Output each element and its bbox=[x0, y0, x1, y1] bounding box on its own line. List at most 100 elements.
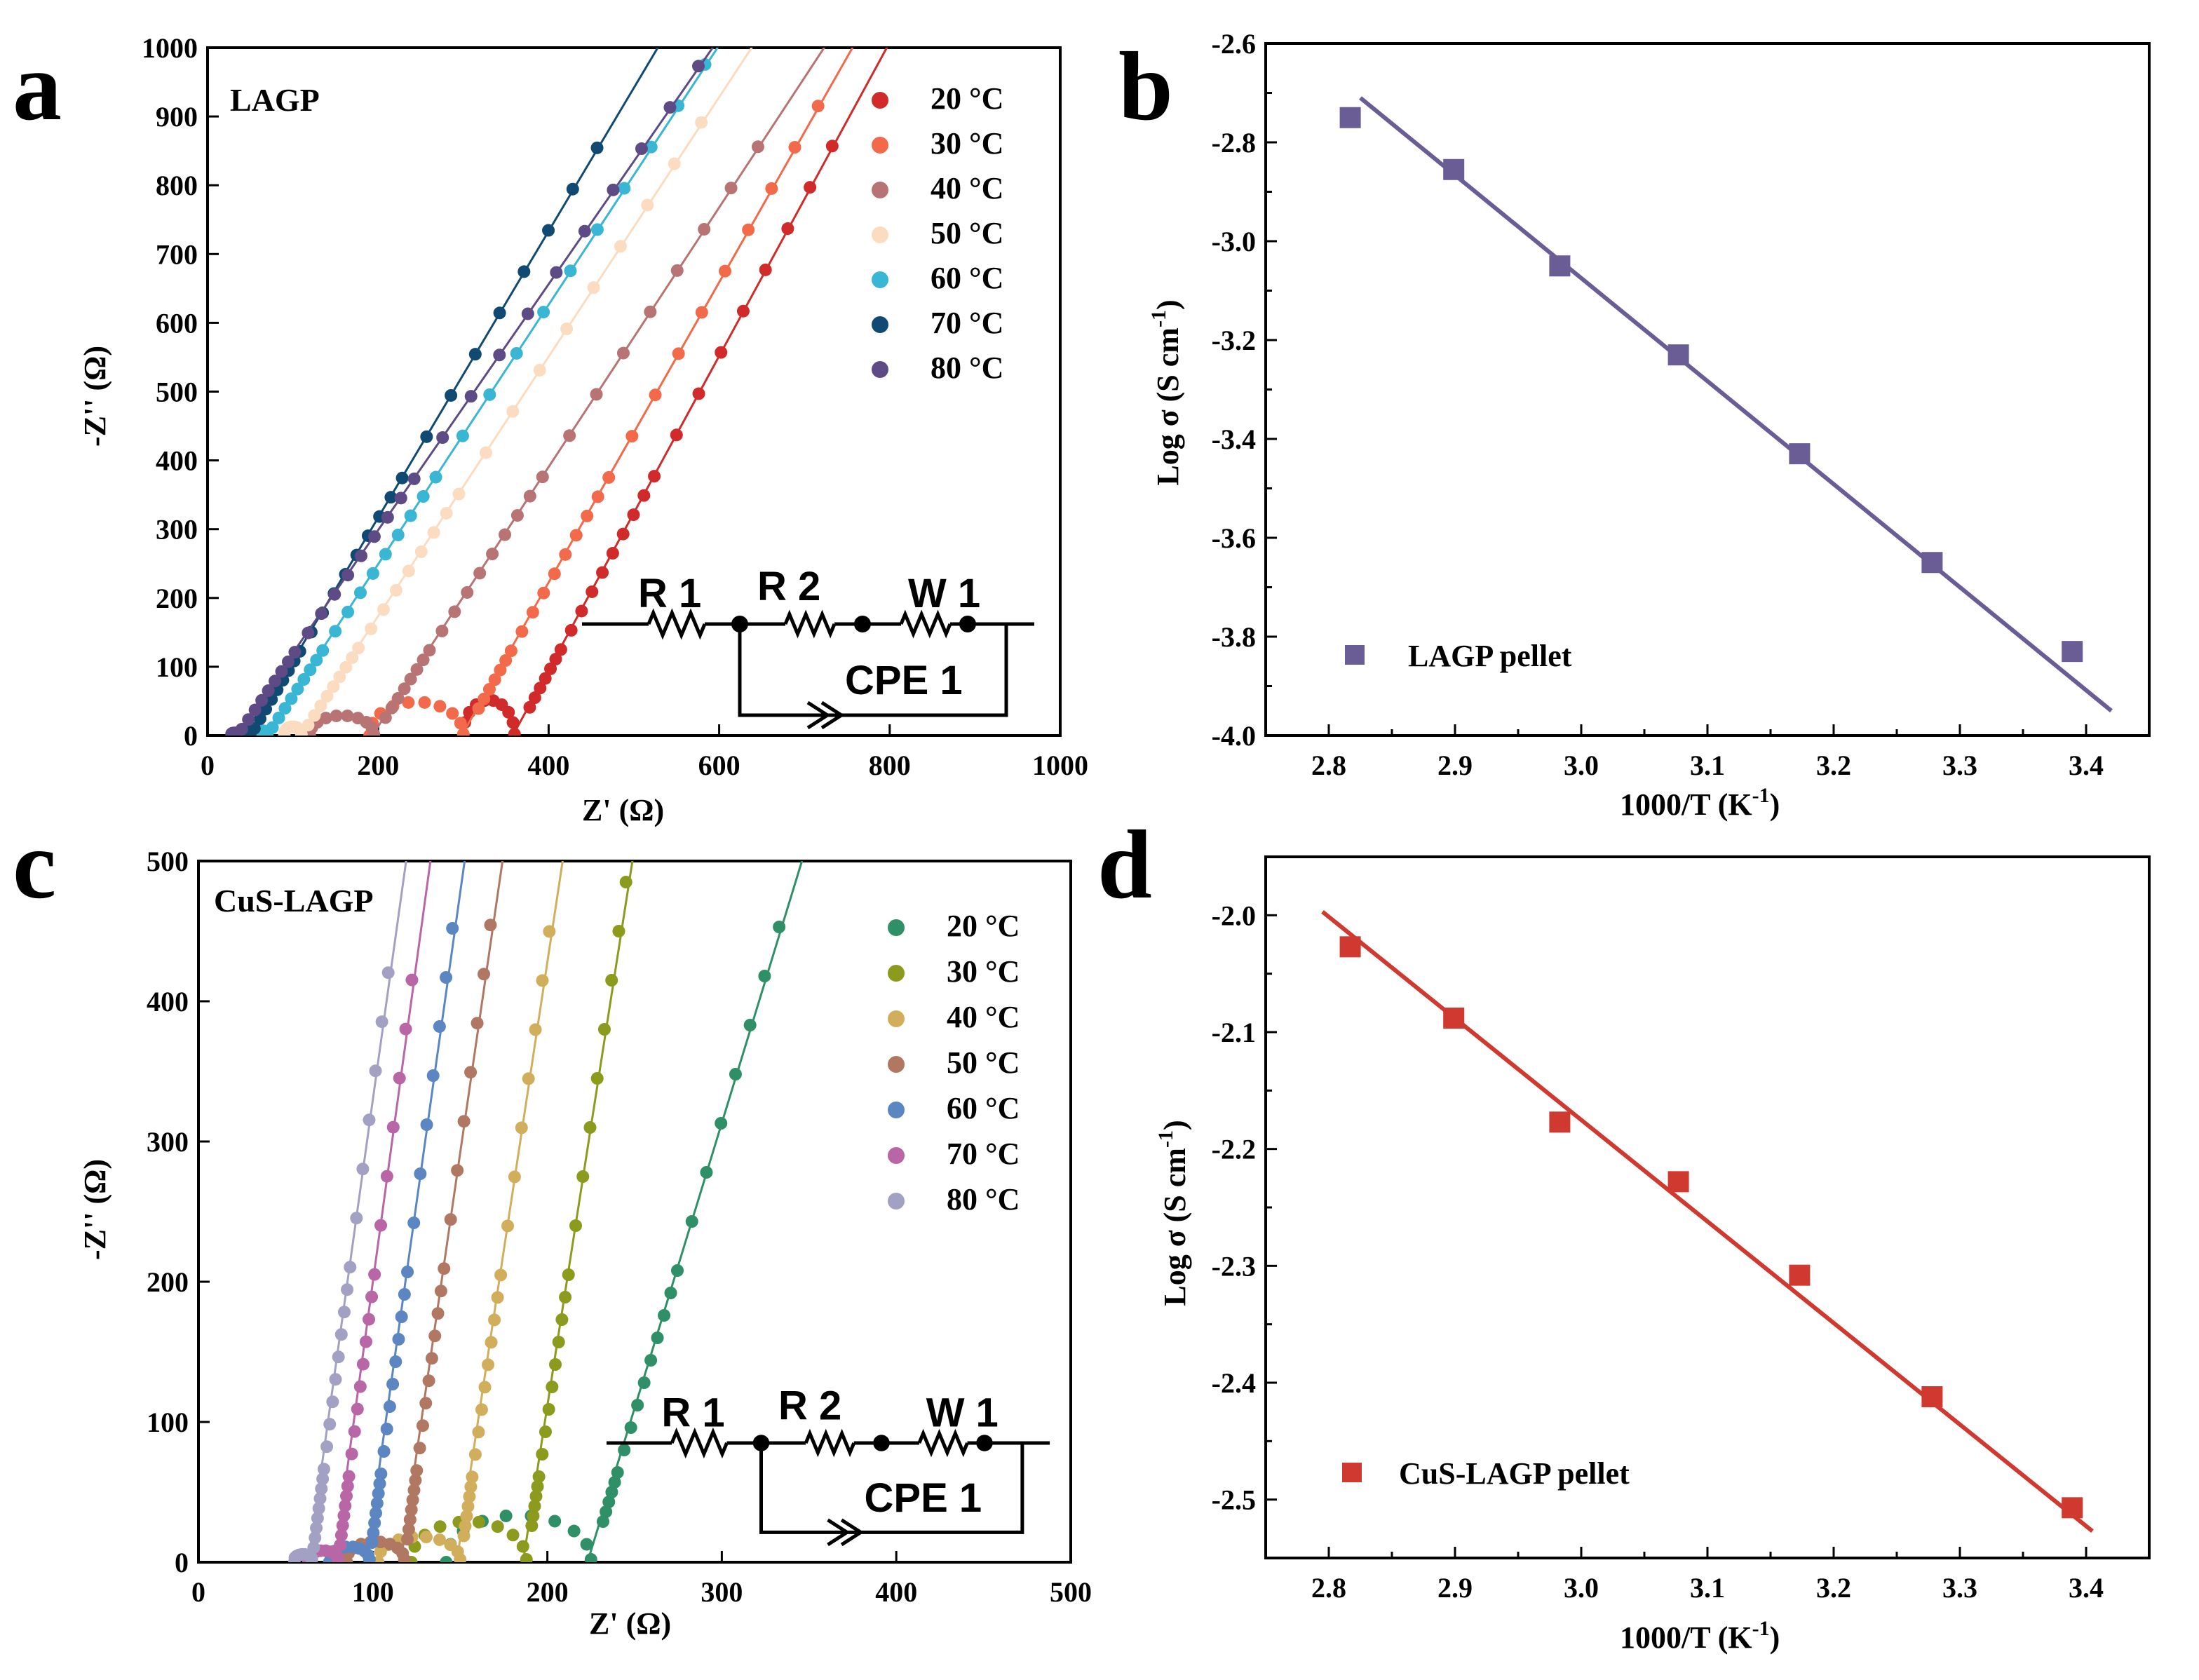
data-point bbox=[448, 605, 461, 618]
data-point bbox=[242, 713, 255, 726]
data-point bbox=[584, 1553, 597, 1562]
data-point bbox=[491, 1291, 504, 1304]
data-point bbox=[527, 1510, 540, 1522]
panel-b-x-label-end: ) bbox=[1770, 787, 1780, 822]
data-point bbox=[499, 1509, 513, 1522]
panel-d-x-label: 1000/T (K-1) bbox=[1620, 1617, 1780, 1655]
data-point bbox=[529, 1490, 543, 1503]
legend-label: 80 °C bbox=[947, 1182, 1020, 1217]
data-point bbox=[333, 670, 346, 684]
y-tick-label: -2.6 bbox=[1212, 28, 1256, 60]
data-point bbox=[668, 157, 681, 170]
data-point bbox=[637, 1376, 651, 1389]
data-point bbox=[672, 347, 685, 360]
panel-d-plot-area bbox=[1321, 909, 2094, 1533]
y-tick-label: 1000 bbox=[142, 32, 198, 64]
data-point bbox=[1921, 552, 1943, 574]
data-point bbox=[422, 1374, 435, 1388]
data-point bbox=[402, 564, 415, 578]
data-point bbox=[743, 1019, 757, 1031]
y-tick-label: -3.8 bbox=[1212, 621, 1256, 653]
data-point bbox=[539, 672, 552, 685]
panel-c-ticks: 0 100 200 300 400 500 0 100 200 300 400 500 bbox=[147, 846, 1092, 1608]
data-point bbox=[452, 487, 466, 501]
data-point bbox=[532, 1470, 546, 1483]
y-tick-label: -2.4 bbox=[1212, 1367, 1256, 1399]
data-point bbox=[1549, 1111, 1571, 1133]
data-point bbox=[724, 182, 738, 195]
data-point bbox=[370, 1497, 384, 1510]
data-point bbox=[410, 1464, 424, 1477]
data-point bbox=[336, 1519, 349, 1532]
data-point bbox=[394, 492, 407, 505]
legend-label: 20 °C bbox=[931, 81, 1003, 116]
data-point bbox=[825, 140, 839, 153]
data-point bbox=[468, 348, 482, 361]
data-point bbox=[426, 1069, 440, 1082]
legend-label: 30 °C bbox=[947, 954, 1020, 989]
data-point bbox=[608, 1476, 621, 1489]
panel-d-x-label-end: ) bbox=[1770, 1620, 1780, 1655]
data-point bbox=[459, 1519, 472, 1533]
data-point bbox=[759, 263, 772, 276]
data-point bbox=[611, 1466, 624, 1479]
legend-marker bbox=[888, 1056, 905, 1073]
y-tick-label: 0 bbox=[175, 1547, 189, 1578]
data-point bbox=[352, 642, 365, 655]
x-tick-label: 200 bbox=[527, 1576, 569, 1608]
data-point bbox=[472, 702, 485, 715]
panel-letter-a: a bbox=[13, 32, 62, 141]
data-point bbox=[330, 709, 343, 722]
data-point bbox=[317, 1463, 330, 1476]
data-point bbox=[420, 430, 433, 443]
panel-c-legend: 20 °C 30 °C 40 °C 50 °C 60 °C 70 °C 80 °C bbox=[888, 909, 1020, 1217]
data-point bbox=[278, 702, 292, 715]
data-point bbox=[327, 680, 340, 693]
data-point bbox=[536, 974, 549, 987]
y-tick-label: -3.0 bbox=[1212, 226, 1256, 257]
data-point bbox=[569, 1219, 582, 1232]
panel-b-arrhenius-lagp: 2.8 2.9 3.0 3.1 3.2 3.3 3.4 -4.0 -3.8 -3.6 -3.4 -3.… bbox=[1147, 28, 2151, 822]
data-point bbox=[491, 1520, 504, 1533]
data-point bbox=[804, 181, 817, 194]
data-point bbox=[648, 470, 661, 483]
data-point bbox=[685, 1215, 698, 1228]
data-point bbox=[533, 363, 546, 377]
x-tick-label: 2.8 bbox=[1311, 1572, 1346, 1604]
y-tick-label: -2.5 bbox=[1212, 1484, 1256, 1516]
data-point bbox=[788, 141, 801, 154]
cpe-symbol bbox=[827, 1518, 865, 1547]
data-point bbox=[484, 919, 497, 932]
data-point bbox=[2062, 1497, 2083, 1519]
data-point bbox=[478, 1381, 492, 1394]
data-point bbox=[417, 490, 430, 503]
data-point bbox=[341, 709, 354, 722]
data-point bbox=[544, 662, 557, 675]
data-point bbox=[433, 1020, 446, 1033]
circuit-label-r1: R 1 bbox=[638, 571, 701, 616]
y-tick-label: -2.1 bbox=[1212, 1017, 1256, 1048]
data-point bbox=[501, 1219, 514, 1233]
y-tick-label: 300 bbox=[147, 1126, 189, 1158]
data-point bbox=[548, 1515, 562, 1528]
x-tick-label: 3.2 bbox=[1816, 1572, 1851, 1604]
fit-line-50C bbox=[299, 48, 753, 736]
data-point bbox=[607, 183, 620, 196]
data-point bbox=[417, 653, 430, 667]
data-point bbox=[1667, 1171, 1689, 1193]
data-point bbox=[316, 644, 330, 657]
data-point bbox=[373, 1477, 386, 1490]
data-point bbox=[508, 728, 521, 736]
data-point bbox=[695, 116, 708, 129]
data-point bbox=[1789, 1264, 1811, 1286]
legend-label: 70 °C bbox=[931, 306, 1003, 340]
data-point bbox=[372, 1487, 385, 1500]
data-point bbox=[751, 140, 764, 154]
data-point bbox=[590, 388, 603, 401]
panel-b-plot-area bbox=[1339, 96, 2113, 713]
panel-d-frame bbox=[1264, 855, 2151, 1559]
legend-marker bbox=[888, 1102, 905, 1118]
y-tick-label: 500 bbox=[147, 846, 189, 877]
data-point bbox=[562, 1268, 575, 1281]
legend-label: 80 °C bbox=[931, 351, 1003, 385]
